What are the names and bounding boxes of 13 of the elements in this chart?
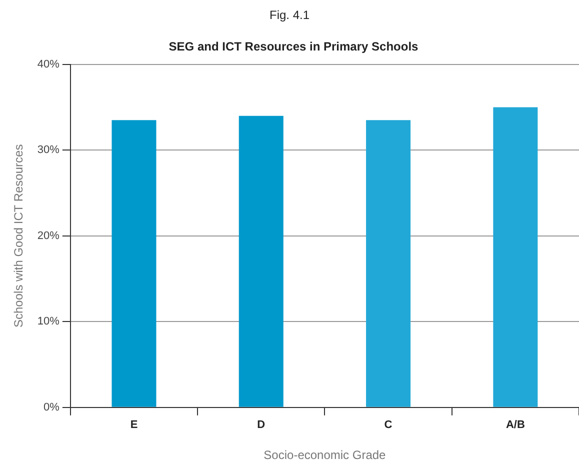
y-axis-title: Schools with Good ICT Resources [12,144,26,328]
x-tick-label: D [257,419,266,432]
x-tick-label: A/B [506,419,525,432]
caption: Fig. 4.1 [268,8,311,22]
chart-title: SEG and ICT Resources in Primary Schools [168,40,419,54]
y-tick-label: 0% [44,401,60,414]
y-tick-label: 10% [37,316,60,328]
y-tick-label: 20% [37,230,60,242]
x-tick-label: C [384,419,392,432]
y-tick-label: 30% [37,144,60,156]
y-tick-label: 40% [37,58,60,70]
x-tick-label: E [130,419,138,432]
x-axis-title: Socio-economic Grade [264,448,386,462]
